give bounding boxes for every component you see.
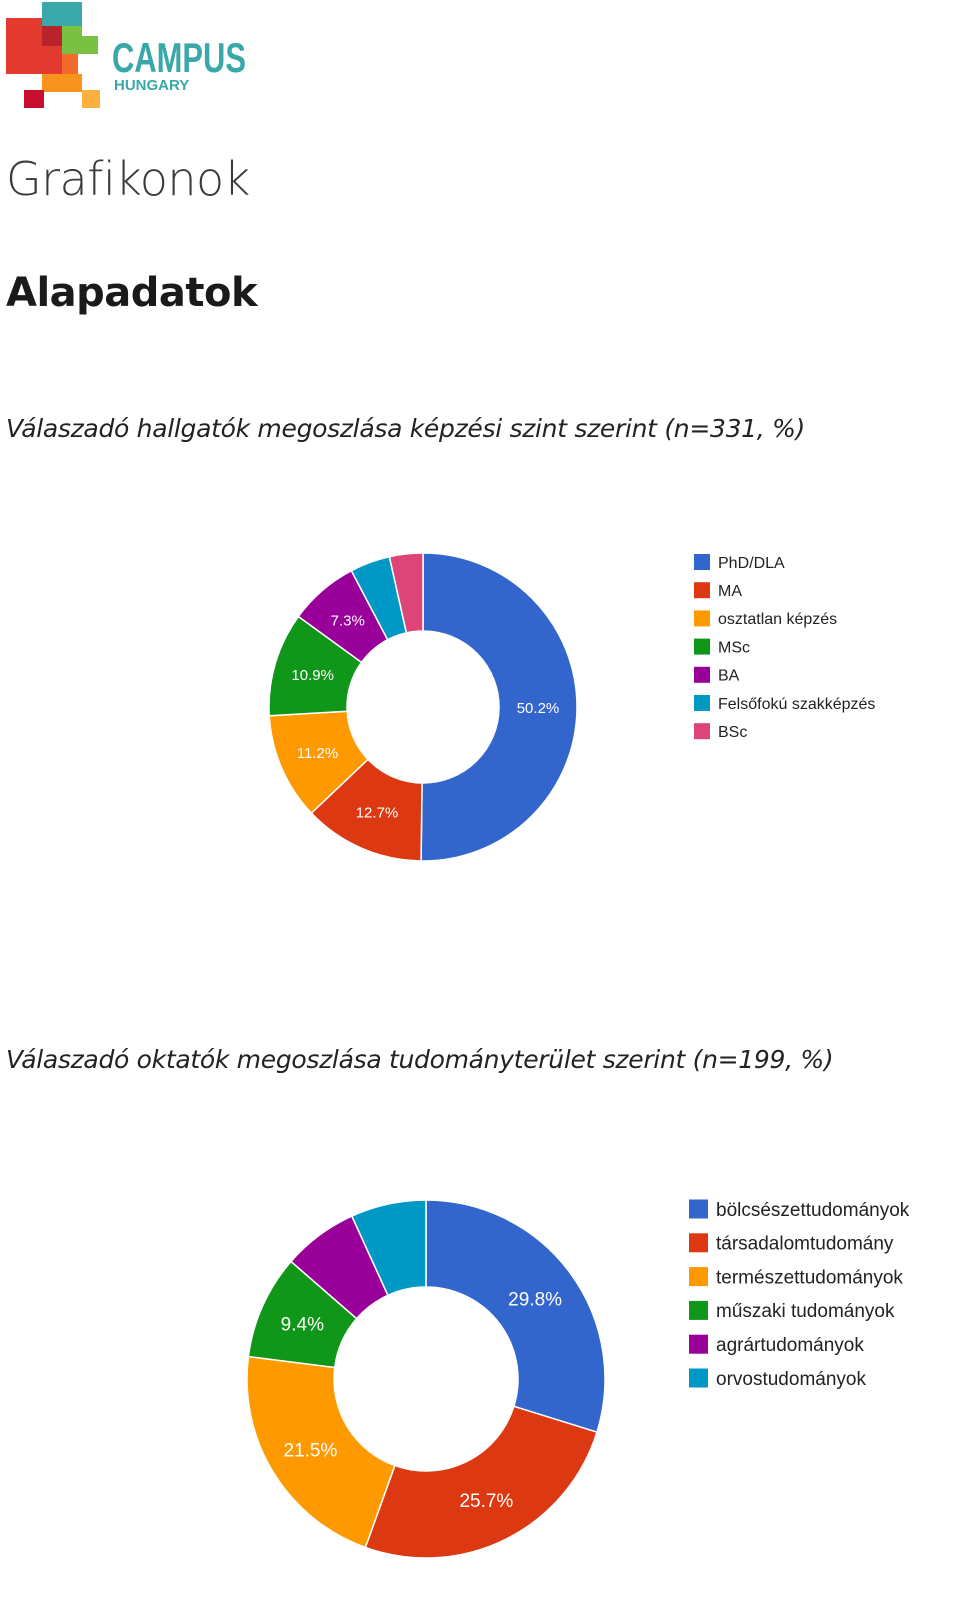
legend-swatch-phd-dla [694, 554, 710, 570]
legend-swatch-msc [694, 638, 710, 655]
slice-termeszettudomanyok [246, 1355, 396, 1549]
legend-label-bolcseszettudomanyok: bölcsészettudományok [716, 1200, 910, 1221]
legend-label-ma: MA [718, 583, 742, 600]
legend-label-phd-dla: PhD/DLA [718, 555, 785, 572]
legend-swatch-tarsadalomtudomany [689, 1233, 708, 1253]
legend-swatch-bolcseszettudomanyok [689, 1199, 708, 1219]
legend-label-osztatlan-kepzes: osztatlan képzés [718, 611, 837, 628]
legend-label-tarsadalomtudomany: társadalomtudomány [716, 1234, 894, 1255]
legend-swatch-bsc [694, 723, 710, 740]
page-title: Grafikonok [6, 152, 250, 206]
slice-label-ma: 12.7% [356, 805, 399, 822]
legend-label-orvostudomanyok: orvostudományok [716, 1369, 866, 1390]
legend-swatch-agrartudomanyok [689, 1334, 708, 1354]
legend-swatch-termeszettudomanyok [689, 1267, 708, 1287]
chart-1-caption: Válaszadó hallgatók megoszlása képzési s… [6, 414, 805, 443]
legend-label-msc: MSc [718, 639, 750, 656]
logo-subtitle: HUNGARY [114, 77, 189, 94]
legend-label-felsofoku-szakkepzes: Felsőfokú szakképzés [718, 696, 875, 713]
legend-label-ba: BA [718, 668, 740, 685]
logo-wordmark: CAMPUS [112, 34, 246, 81]
slice-label-bolcseszettudomanyok: 29.8% [508, 1289, 562, 1310]
legend-label-bsc: BSc [718, 724, 747, 741]
legend-swatch-felsofoku-szakkepzes [694, 695, 710, 711]
legend-label-termeszettudomanyok: természettudományok [716, 1267, 903, 1288]
slice-label-tarsadalomtudomany: 25.7% [459, 1491, 513, 1512]
legend-swatch-ma [694, 582, 710, 599]
chart-1-donut: 50.2% PhD/DLA 12.7% MA 11.2% osztatlan képzés… [268, 552, 875, 862]
slice-label-termeszettudomanyok: 21.5% [284, 1440, 338, 1461]
legend-label-agrartudomanyok: agrártudományok [716, 1335, 864, 1356]
chart-2-caption: Válaszadó oktatók megoszlása tudományter… [6, 1045, 834, 1074]
section-title: Alapadatok [6, 270, 258, 316]
slice-bolcseszettudomanyok [425, 1199, 606, 1434]
campus-hungary-logo: CAMPUS HUNGARY [6, 2, 246, 108]
slice-label-phd-dla: 50.2% [517, 700, 560, 717]
slice-label-osztatlan-kepzes: 11.2% [297, 745, 338, 762]
legend-swatch-osztatlan-kepzes [694, 610, 710, 627]
slice-phd-dla [420, 552, 578, 862]
slice-tarsadalomtudomany [364, 1405, 598, 1559]
legend-swatch-ba [694, 666, 710, 683]
slice-orvostudomanyok [350, 1199, 427, 1297]
legend-label-muszaki-tudomanyok: műszaki tudományok [716, 1301, 895, 1322]
chart-2-donut: 29.8% bölcsészettudományok 25.7% társadalom… [246, 1199, 910, 1559]
slice-bsc [388, 552, 424, 634]
legend-swatch-orvostudomanyok [689, 1368, 708, 1388]
slice-label-msc: 10.9% [291, 667, 334, 684]
slice-label-muszaki-tudomanyok: 9.4% [281, 1314, 324, 1335]
slice-label-ba: 7.3% [331, 612, 365, 629]
legend-swatch-muszaki-tudomanyok [689, 1300, 708, 1320]
